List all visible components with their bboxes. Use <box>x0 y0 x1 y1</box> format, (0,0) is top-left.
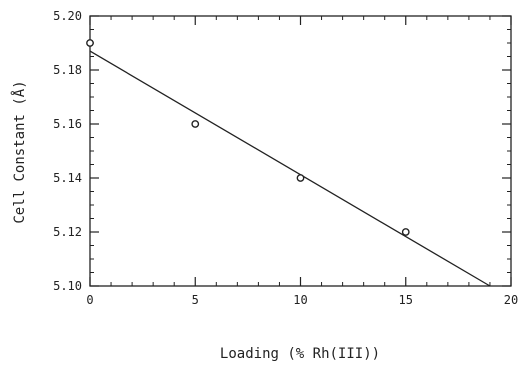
x-tick-label: 5 <box>192 293 199 307</box>
axis-ticks <box>89 15 512 287</box>
x-tick-label: 20 <box>504 293 518 307</box>
tick-labels: 0 5 10 15 20 5.10 5.12 5.14 5.16 5.18 5.20 <box>53 9 518 307</box>
y-tick-label: 5.10 <box>53 279 82 293</box>
data-point <box>191 120 200 128</box>
fit-line-layer <box>89 50 491 287</box>
x-tick-label: 15 <box>399 293 413 307</box>
y-tick-label: 5.12 <box>53 225 82 239</box>
data-point <box>86 39 94 47</box>
plot-frame <box>89 15 512 287</box>
data-points <box>86 39 410 236</box>
y-tick-label: 5.14 <box>53 171 82 185</box>
y-tick-label: 5.18 <box>53 63 82 77</box>
x-tick-label: 10 <box>293 293 307 307</box>
y-tick-label: 5.20 <box>53 9 82 23</box>
plot-area <box>89 15 512 287</box>
data-point <box>401 228 410 236</box>
y-tick-label: 5.16 <box>53 117 82 131</box>
y-axis-label: Cell Constant (Å) <box>11 80 28 223</box>
data-point <box>296 174 305 182</box>
x-axis-label: Loading (% Rh(III)) <box>220 346 380 362</box>
x-tick-label: 0 <box>86 293 93 307</box>
fit-line <box>89 50 491 287</box>
